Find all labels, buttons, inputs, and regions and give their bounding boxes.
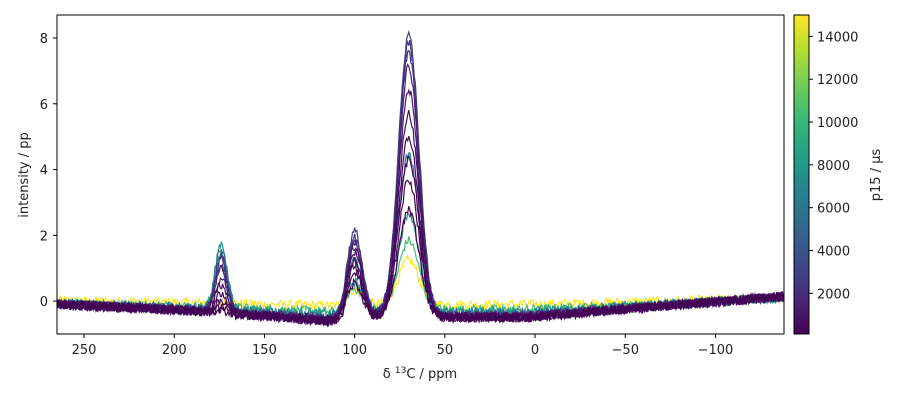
x-tick-label-1: 200 (162, 343, 187, 358)
colorbar-gradient (793, 14, 810, 335)
x-axis: 250 200 150 100 50 0 −50 −100 (72, 334, 734, 358)
y-tick-label-0: 0 (40, 295, 48, 310)
x-tick-label-7: −100 (698, 343, 734, 358)
colorbar: 2000 4000 6000 8000 10000 12000 14000 p15 / µs (793, 14, 884, 335)
x-tick-label-4: 50 (437, 343, 454, 358)
colorbar-tick-label-2: 6000 (817, 202, 850, 217)
x-axis-label: δ 13C / ppm (383, 366, 457, 382)
y-axis-label: intensity / pp (17, 132, 32, 218)
y-tick-label-3: 6 (40, 98, 48, 113)
spectrum-series-p15-100 (57, 206, 784, 327)
colorbar-tick-label-1: 4000 (817, 245, 850, 260)
y-axis: 0 2 4 6 8 (40, 32, 57, 310)
colorbar-ticks: 2000 4000 6000 8000 10000 12000 14000 (809, 30, 858, 302)
spectrum-series-p15-300 (57, 155, 784, 328)
plot-frame (56, 14, 785, 335)
y-tick-label-2: 4 (40, 164, 48, 179)
y-tick-label-4: 8 (40, 32, 48, 47)
colorbar-tick-label-4: 10000 (817, 116, 858, 131)
colorbar-tick-label-3: 8000 (817, 159, 850, 174)
x-tick-label-2: 150 (252, 343, 277, 358)
colorbar-tick-label-5: 12000 (817, 73, 858, 88)
x-tick-label-0: 250 (72, 343, 97, 358)
series-group (57, 29, 784, 328)
colorbar-label: p15 / µs (869, 149, 884, 202)
x-tick-label-6: −50 (612, 343, 639, 358)
y-tick-label-1: 2 (40, 229, 48, 244)
x-tick-label-3: 100 (342, 343, 367, 358)
colorbar-tick-label-6: 14000 (817, 30, 858, 45)
x-tick-label-5: 0 (531, 343, 539, 358)
colorbar-tick-label-0: 2000 (817, 287, 850, 302)
